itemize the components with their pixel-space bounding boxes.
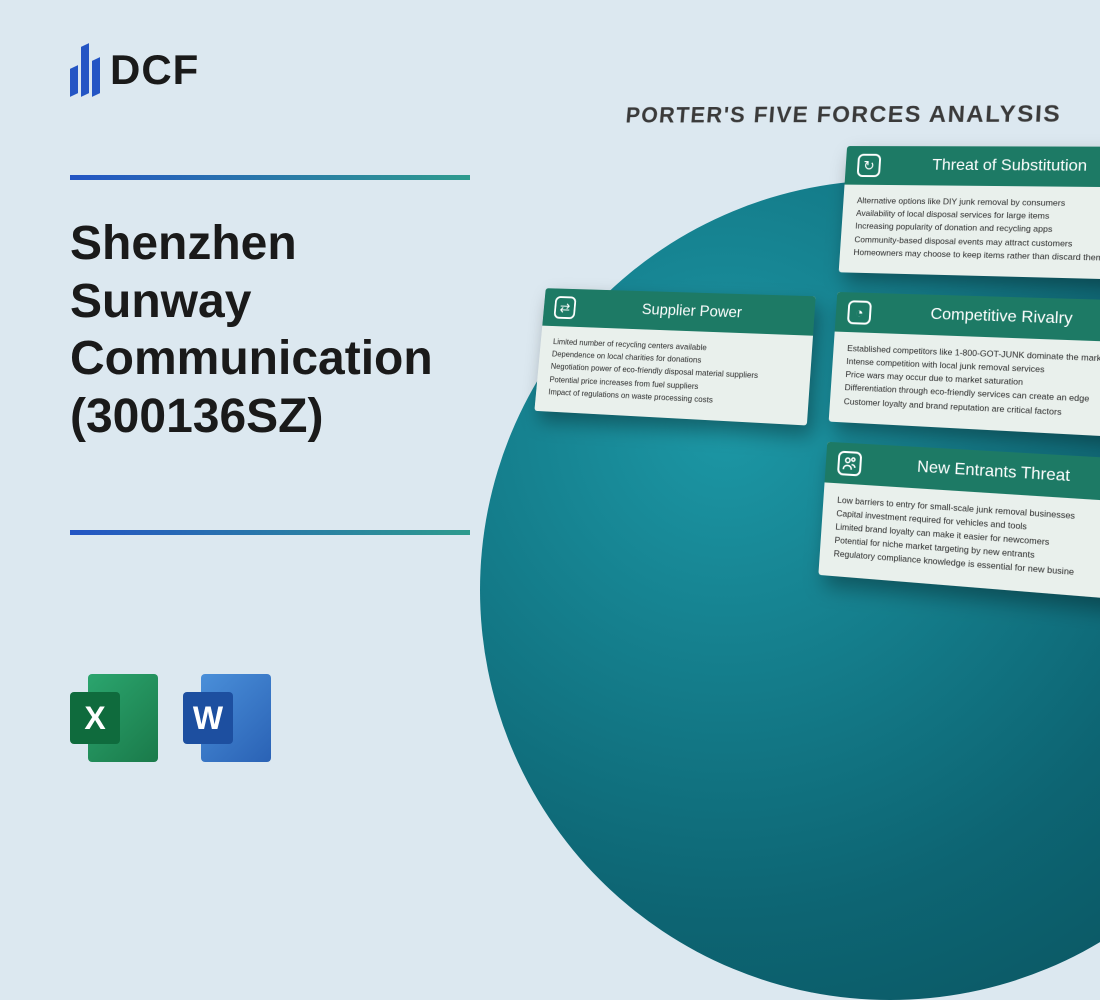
excel-icon[interactable]: X: [70, 674, 158, 762]
divider-top: [70, 175, 470, 180]
link-icon: ⇄: [553, 296, 576, 319]
brand-logo: DCF: [70, 45, 199, 95]
card-title: Threat of Substitution: [890, 157, 1100, 176]
card-new-entrants: New Entrants Threat Low barriers to entr…: [818, 442, 1100, 600]
logo-bars-icon: [70, 45, 100, 95]
card-body: Alternative options like DIY junk remova…: [839, 185, 1100, 280]
logo-text: DCF: [110, 46, 199, 94]
card-title: Competitive Rivalry: [881, 304, 1100, 330]
card-threat-substitution: ↻ Threat of Substitution Alternative opt…: [839, 146, 1100, 280]
card-competitive-rivalry: ◔ Competitive Rivalry Established compet…: [829, 292, 1100, 438]
clock-icon: ◔: [847, 300, 872, 325]
analysis-heading: PORTER'S FIVE FORCES ANALYSIS: [554, 100, 1100, 129]
file-icons-row: X W: [70, 674, 271, 762]
people-icon: [837, 450, 862, 476]
card-supplier-power: ⇄ Supplier Power Limited number of recyc…: [534, 288, 815, 425]
card-body: Established competitors like 1-800-GOT-J…: [829, 331, 1100, 437]
card-title: Supplier Power: [584, 300, 804, 325]
card-title: New Entrants Threat: [871, 455, 1100, 489]
page-title: Shenzhen Sunway Communication (300136SZ): [70, 215, 490, 445]
refresh-icon: ↻: [857, 154, 882, 177]
word-icon[interactable]: W: [183, 674, 271, 762]
divider-bottom: [70, 530, 470, 535]
card-body: Limited number of recycling centers avai…: [534, 326, 813, 426]
analysis-panel: PORTER'S FIVE FORCES ANALYSIS ⇄ Supplier…: [514, 100, 1100, 599]
